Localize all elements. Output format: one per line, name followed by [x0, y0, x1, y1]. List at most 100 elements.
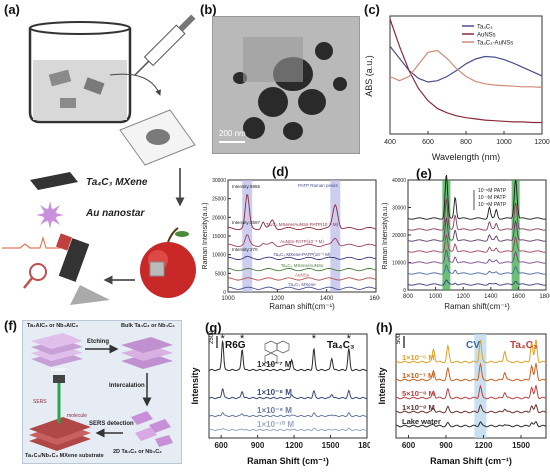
chart-d-series-label: Ta₄C₃ MXene-PATP(10⁻⁶ M): [274, 252, 331, 257]
chart-h-series-label: 5×10⁻⁸ M: [402, 389, 435, 398]
chart-d-series-line: [227, 286, 377, 290]
chart-c-ylabel: ABS (a.u.): [364, 55, 374, 97]
chart-e-series-line: [407, 198, 546, 231]
chart-e-legend-2: 10⁻⁷M PATP: [478, 195, 507, 201]
laser-label: Laser: [51, 367, 66, 373]
chart-d-ytick-label: 10000: [212, 253, 226, 259]
panel-b-label: (b): [200, 2, 217, 17]
chart-d-annot-1: Intensity:5955: [232, 184, 261, 189]
chart-d-annot-3: Intensity:2597: [232, 220, 261, 225]
sers-substrate-icon: [29, 375, 91, 451]
chart-g-series-label: 1×10⁻⁷ M: [257, 360, 292, 369]
chart-h-series-label: 1×10⁻⁸ M: [402, 403, 435, 412]
chart-g-xtick-label: 1200: [285, 441, 303, 450]
chart-c-xtick-label: 600: [422, 139, 434, 146]
chart-e-xtick-label: 1400: [484, 294, 498, 300]
chart-e-ytick-label: 40000: [392, 178, 406, 184]
chart-d-series-label: AuNSs: [295, 272, 310, 277]
chart-d-band: [242, 180, 253, 292]
chart-h-frame: [395, 333, 547, 439]
max-phase-label: Ta₄AlC₃ or Nb₄AlC₃: [27, 323, 79, 329]
chart-e-ytick-label: 0: [403, 288, 406, 294]
chart-c-legend-entry: AuNSs: [477, 33, 496, 39]
chart-h: 600 900 1200 1500 1×10⁻⁶ M 1×10⁻⁷ M 5×10⁻⁸ M 1…: [377, 333, 547, 466]
chart-g-series-line: [208, 339, 368, 372]
chart-d-xtick-label: 1400: [320, 296, 334, 302]
chart-g-series-label: 1×10⁻⁹ M: [257, 406, 292, 415]
beaker-icon: [28, 21, 132, 124]
chart-g-xtick-label: 1500: [322, 441, 340, 450]
chart-d-ytick-label: 15000: [212, 234, 226, 240]
chart-h-material: Ta₄C₃: [510, 340, 538, 351]
chart-e-xtick-label: 800: [403, 294, 414, 300]
chart-g-material: Ta₄C₃: [327, 340, 355, 351]
panel-f-label: (f): [4, 318, 17, 333]
chart-h-xlabel: Raman Shift (cm⁻¹): [430, 456, 512, 466]
chart-d-series-line: [227, 234, 377, 247]
panel-f: (f): [2, 318, 182, 466]
chart-h-series-line: [395, 421, 547, 428]
chart-e-ytick-label: 10000: [392, 261, 406, 267]
chart-d-series-line: [228, 268, 377, 272]
chart-g-peak-marker: *: [240, 333, 245, 345]
chart-h-series-line: [395, 403, 547, 414]
chart-g-series-label: 1×10⁻¹⁰ M: [257, 420, 294, 429]
bulk-mxene-stack-icon: [121, 337, 173, 369]
chart-d-band: [330, 180, 341, 292]
chart-c-xtick-label: 800: [460, 139, 472, 146]
chart-d-ytick-label: 30000: [212, 178, 226, 184]
chart-c-series-line: [389, 45, 543, 83]
chart-h-series-label: Lake water: [402, 417, 441, 426]
panel-e-label: (e): [416, 166, 432, 181]
molecule-structure-icon: [264, 340, 290, 366]
chart-h-xtick-label: 1500: [512, 441, 530, 450]
sers-detection-label: SERS detection: [89, 421, 134, 427]
panel-d-label: (d): [272, 164, 289, 179]
chart-g-analyte: R6G: [225, 340, 246, 351]
chart-h-xtick-label: 1200: [475, 441, 493, 450]
chart-e-xlabel: Raman shift(cm⁻¹): [444, 302, 510, 311]
chart-h-xtick-label: 600: [402, 441, 416, 450]
syringe-icon: [134, 14, 196, 76]
panel-b: (b) 200 nm: [200, 2, 360, 154]
chart-h-series-label: 1×10⁻⁷ M: [402, 371, 434, 380]
panel-d: (d) 1000 1200 1400 1600 0 5000 10000 15000 20000…: [200, 162, 383, 312]
etching-label: Etching: [87, 339, 109, 345]
chart-g-scale: 2500: [209, 330, 215, 344]
chart-c-xlabel: Wavelength (nm): [432, 152, 500, 162]
panel-a: (a): [0, 0, 205, 310]
mxene-label: Ta₄C₃ MXene: [86, 177, 148, 188]
chart-d: 1000 1200 1400 1600 0 5000 10000 15000 20000 2500…: [202, 178, 383, 311]
chart-e-ylabel: Raman Intensity(a.u.): [382, 203, 389, 270]
chart-c: Wavelength (nm) ABS (a.u.) 400 600 800 1000…: [364, 15, 550, 162]
chart-e-legend-3: 10⁻⁸M PATP: [478, 202, 507, 208]
mxene-flake-icon: [30, 172, 78, 190]
chart-d-series-label: Ta₄C₃ MXene: [288, 282, 316, 287]
panel-h: (h) 600 900 1200 1500 1×10⁻⁶ M 1×10⁻⁷ M 5×10⁻…: [372, 318, 550, 467]
chart-g-xtick-label: 600: [214, 441, 228, 450]
chart-d-annot-4: Intensity:270: [232, 247, 258, 252]
substrate-label: Ta₄C₃/Nb₄C₃ MXene substrate: [25, 453, 104, 459]
panel-a-label: (a): [4, 2, 20, 17]
chart-e-series-line: [407, 174, 546, 220]
chart-g-series-line: [208, 427, 368, 432]
chart-g-peak-marker: *: [347, 333, 352, 345]
panel-c-label: (c): [364, 2, 380, 17]
raman-probe-icon: [55, 233, 110, 305]
chart-e-ytick-label: 30000: [392, 206, 406, 212]
chart-e-series-line: [407, 279, 546, 286]
chart-d-series-line: [228, 255, 377, 260]
chart-c-series-line: [389, 18, 542, 124]
bulk-label: Bulk Ta₄C₃ or Nb₄C₃: [121, 323, 175, 329]
au-nanostar-label: Au nanostar: [86, 208, 145, 219]
panel-c: (c) Wavelength (nm) ABS (a.u.) 400 600 800…: [362, 2, 550, 162]
chart-d-series-label: Ta₄C₃ MXene/AuNSs: [281, 263, 324, 268]
magnifier-icon: [23, 263, 47, 289]
schematic-f: Ta₄AlC₃ or Nb₄AlC₃ Bulk Ta₄C₃ or Nb₄C₃ E…: [22, 320, 182, 464]
chart-d-series-line: [227, 194, 377, 231]
